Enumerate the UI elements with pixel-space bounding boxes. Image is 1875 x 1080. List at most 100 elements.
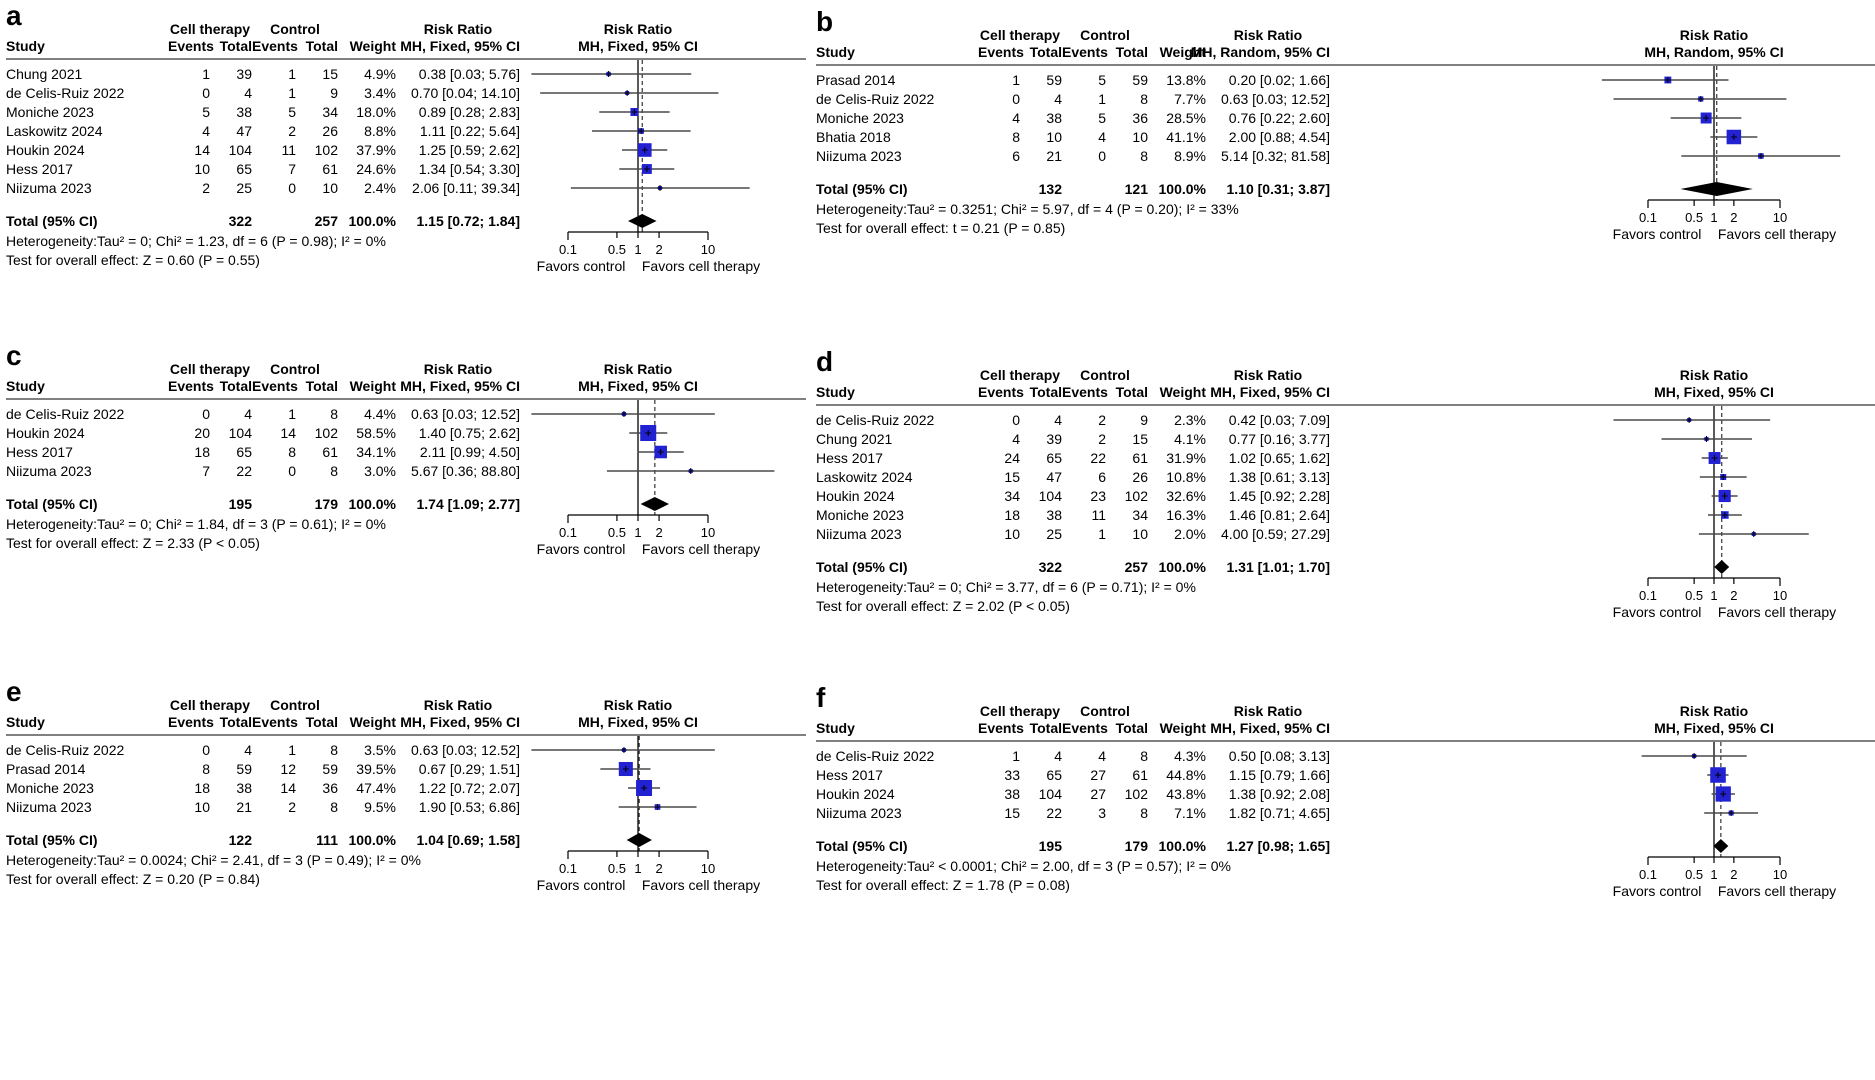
study-weight: 4.9% <box>364 66 396 82</box>
overall-test-text: Test for overall effect: Z = 2.02 (P < 0… <box>816 598 1070 614</box>
panel-b: b Cell therapy Control Risk Ratio Risk Ratio… <box>816 8 1875 262</box>
study-total_c: 102 <box>1124 488 1148 504</box>
total-treatment-n: 132 <box>1038 181 1062 197</box>
study-ci_label: 0.42 [0.03; 7.09] <box>1228 412 1330 428</box>
study-events_t: 2 <box>202 180 210 196</box>
total-ci: 1.10 [0.31; 3.87] <box>1226 181 1330 197</box>
study-ci_label: 0.89 [0.28; 2.83] <box>418 104 520 120</box>
favors-cell-therapy-label: Favors cell therapy <box>1718 883 1836 899</box>
study-events_c: 4 <box>1098 129 1106 145</box>
study-total_t: 65 <box>236 161 252 177</box>
study-total_t: 38 <box>1046 110 1062 126</box>
study-ci_label: 0.70 [0.04; 14.10] <box>411 85 520 101</box>
study-events_c: 1 <box>288 742 296 758</box>
axis-tick-label: 10 <box>701 525 715 540</box>
col-header-study: Study <box>816 44 855 60</box>
total-ci: 1.04 [0.69; 1.58] <box>416 832 520 848</box>
study-weight: 44.8% <box>1166 767 1206 783</box>
axis-tick-label: 0.1 <box>1639 210 1657 225</box>
study-events_t: 24 <box>1004 450 1020 466</box>
pooled-diamond <box>1713 839 1729 853</box>
total-treatment-n: 195 <box>1038 838 1062 854</box>
study-ci_label: 4.00 [0.59; 27.29] <box>1221 526 1330 542</box>
total-control-n: 179 <box>314 496 338 512</box>
total-control-n: 257 <box>1124 559 1148 575</box>
study-total_t: 104 <box>1038 786 1062 802</box>
forest-plot: 0.1 0.5 1 2 10 Favors control Favors cell ther… <box>531 736 760 893</box>
study-events_t: 1 <box>1012 72 1020 88</box>
col-header-events: Events <box>1062 720 1108 736</box>
study-ci_label: 2.11 [0.99; 4.50] <box>419 444 520 460</box>
study-events_t: 18 <box>194 444 210 460</box>
study-events_t: 1 <box>202 66 210 82</box>
col-header-total: Total <box>305 378 338 394</box>
study-name: Chung 2021 <box>816 431 893 447</box>
study-total_t: 25 <box>1046 526 1062 542</box>
study-weight: 34.1% <box>356 444 396 460</box>
study-total_t: 38 <box>236 104 252 120</box>
axis-tick-label: 1 <box>1710 210 1717 225</box>
study-ci_label: 1.22 [0.72; 2.07] <box>418 780 520 796</box>
study-events_t: 15 <box>1004 469 1020 485</box>
study-weight: 24.6% <box>356 161 396 177</box>
study-events_c: 22 <box>1090 450 1106 466</box>
study-total_t: 10 <box>1046 129 1062 145</box>
study-total_c: 61 <box>1132 450 1148 466</box>
panel-label: a <box>6 0 22 31</box>
study-name: Moniche 2023 <box>816 507 904 523</box>
total-weight: 100.0% <box>1158 559 1206 575</box>
study-total_t: 25 <box>236 180 252 196</box>
study-total_t: 47 <box>236 123 252 139</box>
axis-tick-label: 0.5 <box>1685 867 1703 882</box>
study-weight: 58.5% <box>356 425 396 441</box>
axis-tick-label: 0.5 <box>1685 588 1703 603</box>
study-weight: 3.4% <box>364 85 396 101</box>
study-name: de Celis-Ruiz 2022 <box>6 85 125 101</box>
col-header-model: MH, Random, 95% CI <box>1190 44 1330 60</box>
col-header-model: MH, Fixed, 95% CI <box>1210 384 1330 400</box>
favors-cell-therapy-label: Favors cell therapy <box>642 258 760 274</box>
study-events_t: 15 <box>1004 805 1020 821</box>
study-weight: 8.9% <box>1174 148 1206 164</box>
study-ci_label: 2.00 [0.88; 4.54] <box>1228 129 1330 145</box>
study-name: de Celis-Ruiz 2022 <box>6 742 125 758</box>
axis-tick-label: 1 <box>634 861 641 876</box>
col-header-weight: Weight <box>1159 720 1206 736</box>
total-label: Total (95% CI) <box>6 832 98 848</box>
study-total_c: 59 <box>1132 72 1148 88</box>
overall-test-text: Test for overall effect: Z = 0.60 (P = 0… <box>6 252 260 268</box>
study-events_t: 0 <box>1012 91 1020 107</box>
study-total_c: 10 <box>1132 129 1148 145</box>
axis-tick-label: 10 <box>701 242 715 257</box>
study-events_t: 10 <box>1004 526 1020 542</box>
study-name: Niizuma 2023 <box>816 526 902 542</box>
col-header-weight: Weight <box>349 378 396 394</box>
group-header-control: Control <box>270 21 320 37</box>
study-weight: 18.0% <box>356 104 396 120</box>
study-events_t: 6 <box>1012 148 1020 164</box>
study-total_t: 4 <box>244 85 252 101</box>
study-events_c: 4 <box>1098 748 1106 764</box>
study-name: Houkin 2024 <box>6 425 85 441</box>
total-label: Total (95% CI) <box>816 559 908 575</box>
group-header-control: Control <box>1080 367 1130 383</box>
axis-tick-label: 1 <box>634 242 641 257</box>
study-total_t: 104 <box>1038 488 1062 504</box>
col-header-total: Total <box>1029 720 1062 736</box>
study-events_t: 0 <box>202 406 210 422</box>
col-header-model: MH, Fixed, 95% CI <box>1210 720 1330 736</box>
study-weight: 2.0% <box>1174 526 1206 542</box>
study-weight: 43.8% <box>1166 786 1206 802</box>
total-label: Total (95% CI) <box>6 213 98 229</box>
axis-tick-label: 1 <box>634 525 641 540</box>
overall-test-text: Test for overall effect: Z = 0.20 (P = 0… <box>6 871 260 887</box>
study-total_c: 8 <box>330 742 338 758</box>
study-ci_label: 0.50 [0.08; 3.13] <box>1228 748 1330 764</box>
study-weight: 37.9% <box>356 142 396 158</box>
study-events_t: 34 <box>1004 488 1020 504</box>
favors-cell-therapy-label: Favors cell therapy <box>642 877 760 893</box>
study-total_c: 102 <box>1124 786 1148 802</box>
header-rule <box>6 734 806 736</box>
study-total_c: 8 <box>330 463 338 479</box>
study-ci_label: 1.46 [0.81; 2.64] <box>1228 507 1330 523</box>
